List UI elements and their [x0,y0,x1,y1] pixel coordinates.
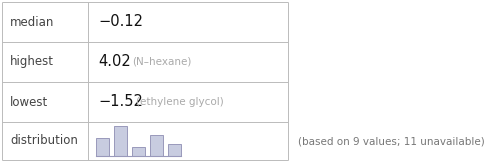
Text: lowest: lowest [10,96,48,109]
Bar [96,138,109,156]
Text: (N–hexane): (N–hexane) [132,57,192,67]
Text: median: median [10,16,54,29]
Bar [132,147,145,156]
Text: (based on 9 values; 11 unavailable): (based on 9 values; 11 unavailable) [298,136,485,146]
Text: (ethylene glycol): (ethylene glycol) [136,97,224,107]
Text: 4.02: 4.02 [98,54,131,69]
Text: −0.12: −0.12 [98,15,143,29]
Text: distribution: distribution [10,134,78,147]
Bar [150,135,163,156]
Text: −1.52: −1.52 [98,94,143,110]
Bar [168,144,181,156]
Bar [114,126,127,156]
Text: highest: highest [10,56,54,69]
